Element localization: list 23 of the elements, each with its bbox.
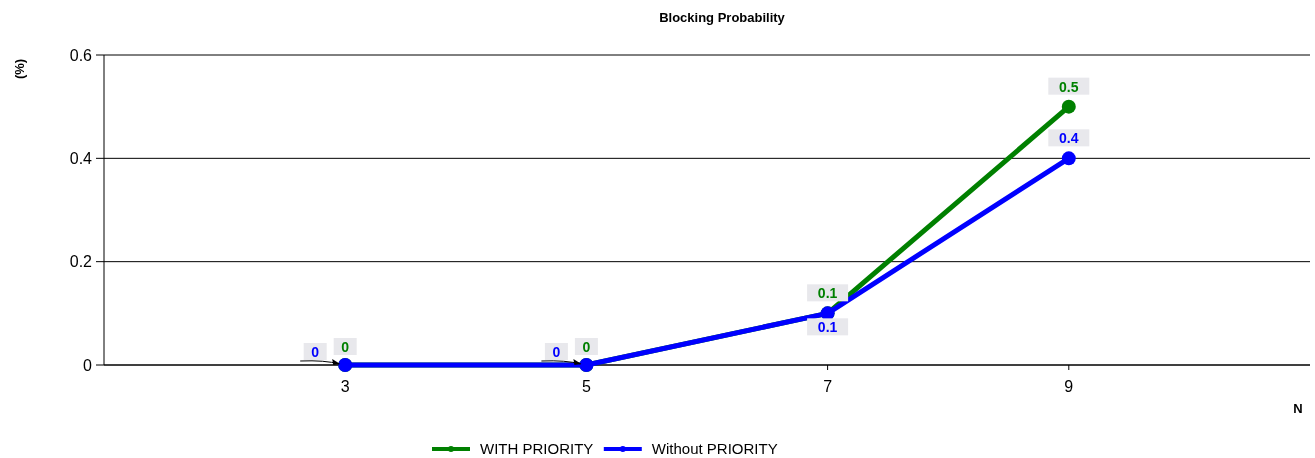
y-tick-label: 0.2 — [69, 253, 93, 271]
data-label: 0.1 — [817, 285, 838, 302]
x-tick-label: 9 — [1064, 378, 1074, 395]
data-label: 0 — [311, 343, 320, 360]
x-axis-title: N — [1293, 401, 1303, 416]
data-label: 0.4 — [1059, 130, 1079, 147]
y-axis-title: (%) — [12, 58, 27, 80]
y-tick-label: 0.4 — [69, 149, 93, 167]
y-tick-label: 0 — [83, 356, 93, 374]
x-tick-label: 5 — [581, 378, 591, 395]
x-tick-label: 3 — [340, 378, 350, 395]
data-label: 0 — [341, 338, 350, 355]
data-label: 0.5 — [1059, 78, 1079, 95]
data-label: 0 — [552, 343, 561, 360]
point — [1061, 99, 1076, 114]
point — [1061, 151, 1076, 166]
y-tick-label: 0.6 — [69, 46, 93, 64]
legend-label: WITH PRIORITY — [480, 440, 594, 458]
data-label: 0 — [582, 338, 591, 355]
data-label: 0.1 — [817, 319, 838, 336]
legend-label: Without PRIORITY — [651, 440, 778, 458]
x-tick-label: 7 — [823, 378, 833, 395]
chart-title: Blocking Probability — [659, 10, 786, 25]
